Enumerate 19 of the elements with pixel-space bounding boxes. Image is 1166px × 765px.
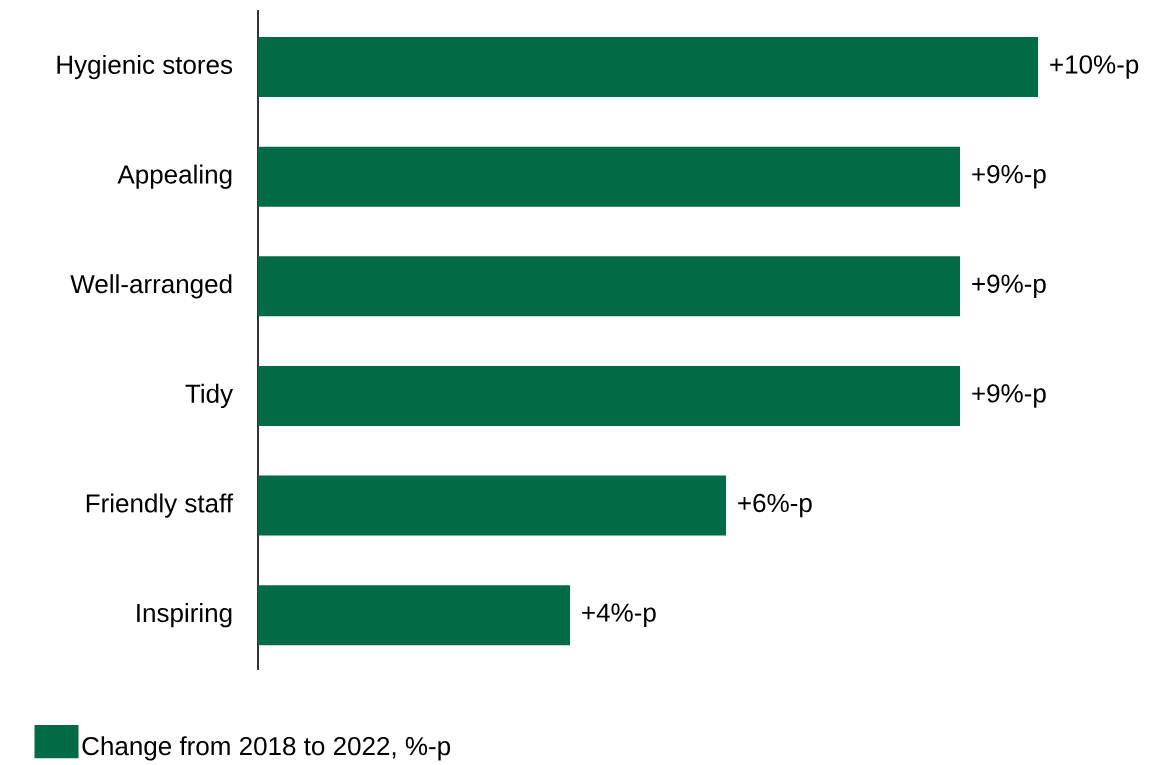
bar xyxy=(258,256,961,317)
data-label: +9%-p xyxy=(972,164,1046,189)
y-tick-label: Appealing xyxy=(117,164,232,189)
bar xyxy=(258,146,961,207)
data-label: +6%-p xyxy=(738,493,812,518)
bar xyxy=(258,475,727,536)
y-tick-label: Well-arranged xyxy=(70,274,232,299)
data-label: +4%-p xyxy=(582,603,656,627)
y-tick-label: Hygienic stores xyxy=(57,54,233,80)
data-label: +9%-p xyxy=(972,384,1046,408)
y-tick-label: Tidy xyxy=(185,383,234,409)
data-label: +10%-p xyxy=(1050,55,1139,79)
bar xyxy=(258,365,961,426)
bar xyxy=(258,585,571,646)
bar xyxy=(258,37,1039,98)
y-tick-label: Inspiring xyxy=(137,603,232,628)
legend-label: Change from 2018 to 2022, %-p xyxy=(82,736,451,761)
data-label: +9%-p xyxy=(972,274,1046,299)
y-tick-label: Friendly staff xyxy=(86,493,234,518)
